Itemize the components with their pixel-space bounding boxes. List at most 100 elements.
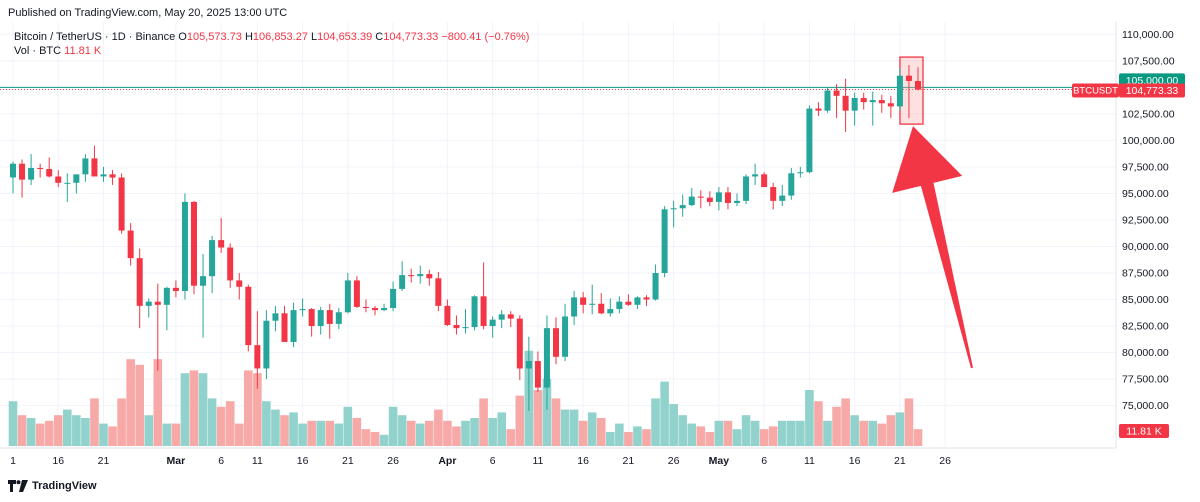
price-candles (10, 65, 921, 411)
candle-body (181, 201, 188, 292)
candle-body (643, 297, 650, 300)
volume-bar (271, 409, 280, 446)
volume-tag-bg (1119, 424, 1169, 438)
volume-bar (868, 420, 878, 446)
volume-bar (198, 373, 208, 446)
candle-body (661, 209, 668, 273)
candle-body (779, 195, 786, 201)
candle-body (19, 163, 26, 180)
volume-bar (253, 373, 262, 446)
candle-body (344, 280, 351, 313)
price-tick-label: 80,000.00 (1122, 347, 1169, 359)
candle-body (851, 97, 858, 111)
volume-bar (225, 401, 235, 446)
volume-bar (352, 418, 362, 446)
volume-bar (578, 420, 588, 446)
candle-body (55, 176, 62, 183)
candle-body (191, 201, 197, 286)
time-tick-label: May (709, 455, 730, 467)
candle-body (553, 328, 559, 357)
time-tick-label: 6 (761, 455, 767, 467)
volume-bar (17, 415, 27, 446)
volume-bar (280, 415, 289, 446)
time-tick-label: 11 (252, 455, 263, 467)
volume-bar (714, 420, 724, 446)
price-tick-label: 82,500.00 (1122, 321, 1169, 333)
volume-bar (569, 409, 579, 446)
volume-bar (388, 406, 398, 446)
time-tick-label: 16 (849, 455, 861, 467)
volume-bar (406, 420, 416, 446)
time-tick-label: 16 (52, 455, 64, 467)
time-tick-label: Apr (438, 455, 456, 467)
candle-body (317, 310, 324, 327)
candle-body (163, 287, 170, 305)
candle-body (453, 324, 460, 329)
time-tick-label: 11 (532, 455, 543, 467)
candle-body (417, 274, 424, 277)
open-label: O (178, 31, 187, 43)
volume-bar (787, 420, 796, 446)
volume-bar (615, 423, 624, 446)
volume-legend[interactable]: Vol · BTC 11.81 K (14, 45, 101, 57)
candle-body (245, 286, 252, 346)
tradingview-brand: TradingView (32, 480, 97, 492)
candle-body (706, 197, 713, 202)
time-tick-label: 11 (804, 455, 815, 467)
candle-body (534, 361, 541, 388)
candle-body (833, 90, 840, 96)
candle-body (209, 240, 216, 277)
volume-bar (63, 409, 72, 446)
candle-body (797, 172, 804, 174)
candle-body (607, 309, 614, 314)
candle-body (127, 230, 134, 259)
candle-body (118, 177, 125, 231)
volume-bar (425, 420, 434, 446)
candle-body (869, 100, 876, 103)
candle-body (688, 196, 695, 206)
candle-body (498, 314, 505, 320)
chart-grid (0, 22, 1116, 448)
candle-body (227, 247, 234, 281)
candle-body (91, 158, 98, 177)
candle-body (290, 310, 297, 342)
volume-bar (153, 359, 163, 446)
time-tick-label: 16 (297, 455, 309, 467)
volume-bar (307, 420, 316, 446)
volume-bar (859, 420, 868, 446)
candle-body (507, 314, 514, 319)
volume-bar (434, 409, 443, 446)
volume-bar (244, 370, 253, 446)
volume-bar (533, 390, 543, 446)
candle-body (616, 301, 623, 310)
candle-body (435, 278, 442, 306)
candle-body (335, 312, 342, 324)
volume-bar (479, 398, 488, 446)
volume-value: 11.81 K (64, 45, 102, 57)
symbol-legend[interactable]: Bitcoin / TetherUS · 1D · Binance O105,5… (14, 31, 529, 43)
tradingview-logo[interactable]: TradingView (8, 480, 97, 492)
volume-bar (470, 418, 479, 446)
volume-bar (850, 415, 859, 446)
volume-bar (415, 423, 425, 446)
last-price-tag-bg (1119, 83, 1185, 98)
volume-bar (397, 415, 407, 446)
price-tick-label: 95,000.00 (1122, 188, 1169, 200)
candle-body (788, 173, 795, 196)
candle-body (743, 176, 750, 201)
candle-body (399, 275, 406, 289)
candle-body (308, 309, 315, 327)
candle-body (625, 301, 632, 305)
volume-bar (461, 420, 470, 446)
candle-body (362, 306, 369, 309)
volume-bar (452, 426, 461, 446)
volume-bar (687, 423, 697, 446)
volume-bar (144, 415, 154, 446)
candle-body (172, 287, 179, 292)
volume-label: Vol · BTC (14, 45, 62, 57)
symbol-tag-bg (1072, 83, 1119, 98)
candle-body (697, 196, 704, 198)
candle-body (28, 167, 35, 180)
volume-bar (777, 420, 787, 446)
